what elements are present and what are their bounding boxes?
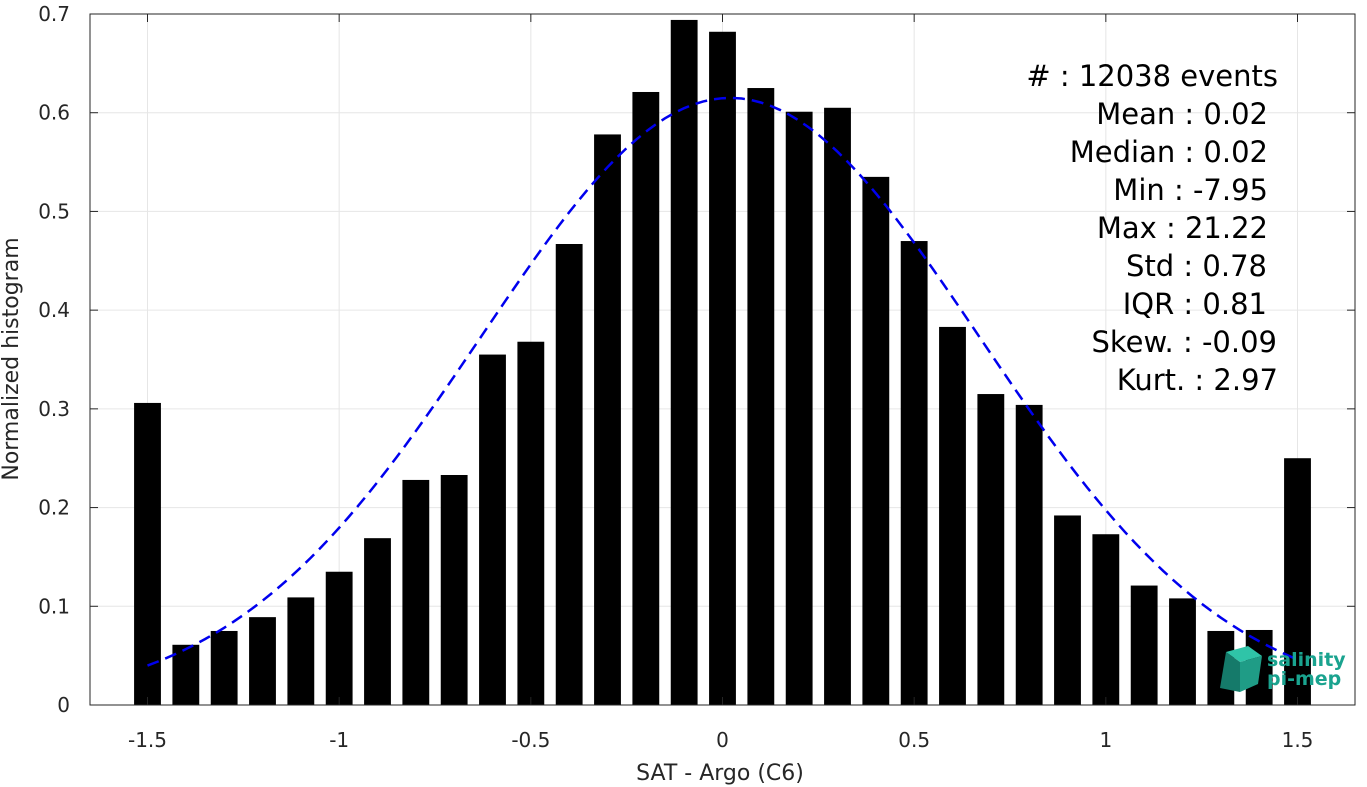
- x-tick-label: 1.5: [1282, 728, 1314, 752]
- histogram-bar: [440, 474, 468, 705]
- histogram-bar: [670, 19, 698, 706]
- histogram-bar: [249, 617, 276, 705]
- histogram-bar: [900, 241, 928, 706]
- salinity-pimep-logo: salinity pi-mep: [1220, 646, 1346, 692]
- y-tick-label: 0.5: [38, 199, 70, 223]
- gaussian-fit-curve: [147, 96, 1298, 667]
- histogram-bar: [594, 134, 621, 706]
- histogram-bar: [632, 91, 660, 706]
- x-tick-label: 0.5: [898, 728, 930, 752]
- x-axis-label: SAT - Argo (C6): [636, 761, 804, 786]
- x-tick-label: -0.5: [511, 728, 550, 752]
- histogram-bar: [824, 107, 851, 706]
- histogram-bar: [1092, 534, 1120, 705]
- histogram-bar: [325, 571, 353, 705]
- stat-line: IQR : 0.81: [1123, 287, 1267, 321]
- y-tick-label: 0: [57, 693, 70, 717]
- histogram-bar: [1284, 458, 1311, 705]
- histogram-bar: [364, 538, 391, 705]
- x-tick-label: -1.5: [128, 728, 167, 752]
- stat-line: Mean : 0.02: [1096, 97, 1268, 131]
- stat-line: Min : -7.95: [1113, 173, 1268, 207]
- x-tick-label: 1: [1099, 728, 1112, 752]
- logo-line-2: pi-mep: [1267, 668, 1341, 690]
- stats-annotations: # : 12038 events Mean : 0.02 Median : 0.02…: [1026, 59, 1278, 397]
- logo-line-1: salinity: [1267, 649, 1346, 671]
- histogram-bar: [785, 111, 813, 705]
- y-axis-label: Normalized histogram: [0, 237, 24, 480]
- histogram-bar: [1169, 598, 1196, 705]
- histogram-bar: [402, 479, 430, 705]
- histogram-bar: [287, 597, 315, 705]
- stat-line: Skew. : -0.09: [1091, 325, 1277, 359]
- histogram-bar: [134, 402, 161, 705]
- stat-line: Max : 21.22: [1097, 211, 1268, 245]
- stat-line: Median : 0.02: [1070, 135, 1268, 169]
- y-tick-label: 0.1: [38, 594, 70, 618]
- histogram-bar: [709, 31, 736, 706]
- y-tick-label: 0.7: [38, 2, 70, 26]
- histogram-bar: [747, 88, 775, 706]
- stat-line: Kurt. : 2.97: [1117, 363, 1278, 397]
- y-tick-label: 0.3: [38, 397, 70, 421]
- axis-ticks: -1.5 -1 -0.5 0 0.5 1 1.5 0 0.1 0.2 0.3 0.4 0.5 0.6 0.7: [38, 2, 1355, 752]
- histogram-bar: [1015, 404, 1043, 705]
- histogram-bar: [977, 394, 1005, 705]
- y-tick-label: 0.2: [38, 496, 70, 520]
- histogram-bar: [1130, 585, 1158, 705]
- histogram-bar: [862, 176, 890, 706]
- histogram-bar: [1054, 515, 1081, 705]
- y-tick-label: 0.6: [38, 101, 70, 125]
- y-tick-label: 0.4: [38, 298, 70, 322]
- histogram-bar: [479, 354, 506, 705]
- stat-line: Std : 0.78: [1126, 249, 1267, 283]
- histogram-bar: [172, 644, 200, 705]
- bars: [134, 19, 1311, 706]
- x-tick-label: 0: [716, 728, 729, 752]
- histogram-bar: [939, 326, 966, 705]
- cube-logo-icon: [1220, 646, 1262, 692]
- histogram-bar: [517, 341, 545, 705]
- stat-line: # : 12038 events: [1026, 59, 1278, 93]
- x-tick-label: -1: [329, 728, 349, 752]
- histogram-bar: [210, 630, 238, 705]
- histogram-bar: [555, 244, 583, 706]
